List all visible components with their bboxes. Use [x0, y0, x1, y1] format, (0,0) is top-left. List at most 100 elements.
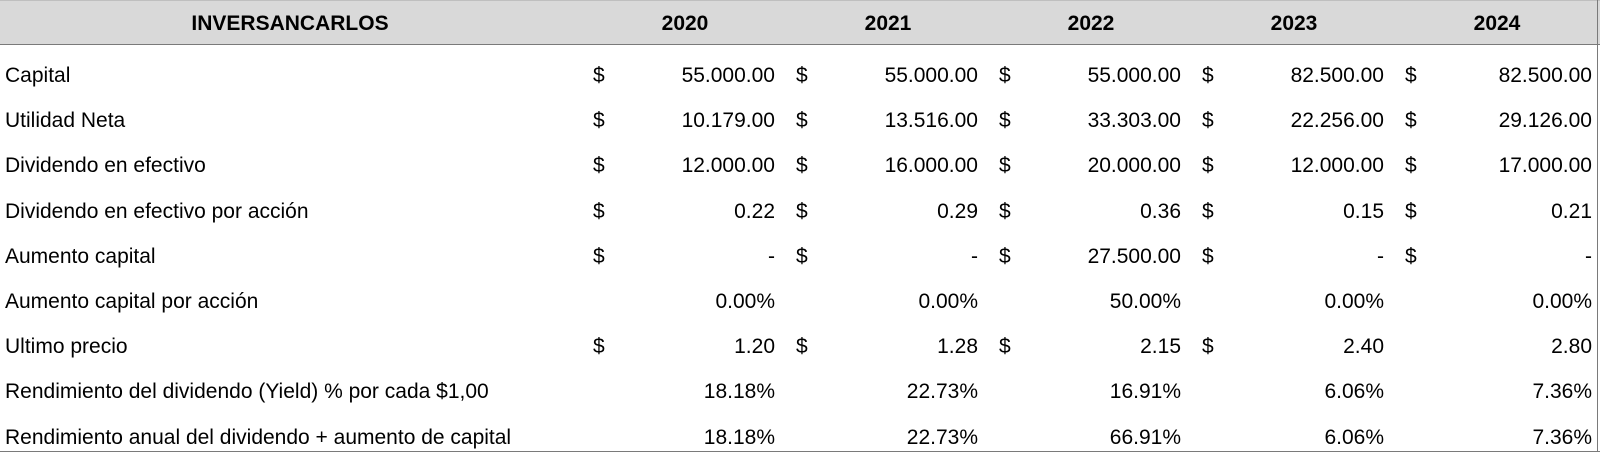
- value-cell[interactable]: 16.91%: [1109, 380, 1181, 404]
- table-title: INVERSANCARLOS: [191, 12, 389, 35]
- currency-symbol: $: [593, 64, 605, 87]
- currency-symbol: $: [999, 154, 1011, 178]
- value-cell[interactable]: 0.36: [1140, 199, 1181, 223]
- value-cell[interactable]: 0.29: [937, 199, 978, 223]
- row-label[interactable]: Capital: [5, 64, 71, 87]
- currency-symbol: $: [1405, 64, 1417, 87]
- table-row: Rendimiento del dividendo (Yield) % por …: [0, 369, 1600, 414]
- value-cell[interactable]: 6.06%: [1324, 380, 1384, 404]
- year-header-2021: 2021: [864, 12, 912, 35]
- value-cell[interactable]: 29.126.00: [1498, 109, 1592, 133]
- value-cell[interactable]: -: [1377, 244, 1384, 268]
- row-label[interactable]: Dividendo en efectivo: [5, 154, 206, 178]
- table-row: Dividendo en efectivo por acción $0.22 $0.…: [0, 189, 1600, 234]
- value-cell[interactable]: 7.36%: [1532, 425, 1592, 449]
- currency-symbol: $: [593, 109, 605, 133]
- row-label[interactable]: Utilidad Neta: [5, 109, 126, 133]
- value-cell[interactable]: -: [768, 244, 775, 268]
- value-cell[interactable]: 0.22: [734, 199, 775, 223]
- currency-symbol: $: [796, 244, 808, 268]
- value-cell[interactable]: 0.15: [1343, 199, 1384, 223]
- value-cell[interactable]: 22.73%: [906, 380, 978, 404]
- value-cell[interactable]: 12.000.00: [681, 154, 775, 178]
- currency-symbol: $: [999, 199, 1011, 223]
- currency-symbol: $: [1405, 199, 1417, 223]
- value-cell[interactable]: 16.000.00: [884, 154, 978, 178]
- value-cell[interactable]: 27.500.00: [1087, 244, 1181, 268]
- value-cell[interactable]: 82.500.00: [1290, 64, 1384, 87]
- currency-symbol: $: [999, 244, 1011, 268]
- currency-symbol: $: [1202, 244, 1214, 268]
- table-row: Utilidad Neta $10.179.00 $13.516.00 $33.303…: [0, 98, 1600, 143]
- table-row: Dividendo en efectivo $12.000.00 $16.000.0…: [0, 143, 1600, 188]
- year-header-2024: 2024: [1473, 12, 1521, 35]
- row-label[interactable]: Dividendo en efectivo por acción: [5, 199, 309, 223]
- currency-symbol: $: [1202, 199, 1214, 223]
- currency-symbol: $: [1202, 64, 1214, 87]
- row-label[interactable]: Rendimiento del dividendo (Yield) % por …: [5, 380, 489, 404]
- value-cell[interactable]: 0.00%: [715, 290, 775, 313]
- value-cell[interactable]: 50.00%: [1109, 290, 1181, 313]
- year-header-2023: 2023: [1270, 12, 1318, 35]
- header-row: INVERSANCARLOS 2020 2021 2022 2023 2024: [0, 0, 1600, 45]
- value-cell[interactable]: 6.06%: [1324, 425, 1384, 449]
- value-cell[interactable]: 2.15: [1140, 335, 1181, 359]
- value-cell[interactable]: 10.179.00: [681, 109, 775, 133]
- value-cell[interactable]: 22.256.00: [1290, 109, 1384, 133]
- value-cell[interactable]: -: [971, 244, 978, 268]
- currency-symbol: $: [796, 154, 808, 178]
- year-header-2022: 2022: [1067, 12, 1115, 35]
- table-row: Aumento capital por acción 0.00% 0.00% 50.0…: [0, 279, 1600, 324]
- value-cell[interactable]: 2.80: [1551, 335, 1592, 359]
- value-cell[interactable]: 2.40: [1343, 335, 1384, 359]
- currency-symbol: $: [1202, 335, 1214, 359]
- table-row: Ultimo precio $1.20 $1.28 $2.15 $2.40 2.80: [0, 324, 1600, 369]
- value-cell[interactable]: 55.000.00: [884, 64, 978, 87]
- value-cell[interactable]: 0.00%: [1532, 290, 1592, 313]
- currency-symbol: $: [796, 335, 808, 359]
- value-cell[interactable]: 66.91%: [1109, 425, 1181, 449]
- value-cell[interactable]: 18.18%: [703, 380, 775, 404]
- value-cell[interactable]: 0.00%: [1324, 290, 1384, 313]
- currency-symbol: $: [999, 335, 1011, 359]
- row-label[interactable]: Aumento capital por acción: [5, 290, 259, 313]
- value-cell[interactable]: 18.18%: [703, 425, 775, 449]
- value-cell[interactable]: 22.73%: [906, 425, 978, 449]
- currency-symbol: $: [1405, 109, 1417, 133]
- currency-symbol: $: [796, 64, 808, 87]
- value-cell[interactable]: 0.21: [1551, 199, 1592, 223]
- currency-symbol: $: [796, 109, 808, 133]
- value-cell[interactable]: -: [1585, 244, 1592, 268]
- right-border: [1597, 0, 1598, 452]
- currency-symbol: $: [593, 244, 605, 268]
- value-cell[interactable]: 33.303.00: [1087, 109, 1181, 133]
- value-cell[interactable]: 0.00%: [918, 290, 978, 313]
- row-label[interactable]: Rendimiento anual del dividendo + aument…: [5, 425, 512, 449]
- currency-symbol: $: [1202, 109, 1214, 133]
- value-cell[interactable]: 1.28: [937, 335, 978, 359]
- value-cell[interactable]: 12.000.00: [1290, 154, 1384, 178]
- value-cell[interactable]: 13.516.00: [884, 109, 978, 133]
- table-row: Capital $55.000.00 $55.000.00 $55.000.00 $82…: [0, 53, 1600, 98]
- currency-symbol: $: [1405, 244, 1417, 268]
- value-cell[interactable]: 7.36%: [1532, 380, 1592, 404]
- row-label[interactable]: Ultimo precio: [5, 335, 128, 359]
- value-cell[interactable]: 1.20: [734, 335, 775, 359]
- currency-symbol: $: [593, 154, 605, 178]
- table-row: Rendimiento anual del dividendo + aument…: [0, 415, 1600, 460]
- value-cell[interactable]: 82.500.00: [1498, 64, 1592, 87]
- currency-symbol: $: [796, 199, 808, 223]
- currency-symbol: $: [593, 335, 605, 359]
- value-cell[interactable]: 20.000.00: [1087, 154, 1181, 178]
- currency-symbol: $: [999, 64, 1011, 87]
- currency-symbol: $: [1202, 154, 1214, 178]
- currency-symbol: $: [999, 109, 1011, 133]
- row-label[interactable]: Aumento capital: [5, 244, 156, 268]
- value-cell[interactable]: 55.000.00: [681, 64, 775, 87]
- value-cell[interactable]: 17.000.00: [1498, 154, 1592, 178]
- table-row: Aumento capital $ - $ - $27.500.00 $ - $ -: [0, 234, 1600, 279]
- currency-symbol: $: [593, 199, 605, 223]
- value-cell[interactable]: 55.000.00: [1087, 64, 1181, 87]
- currency-symbol: $: [1405, 154, 1417, 178]
